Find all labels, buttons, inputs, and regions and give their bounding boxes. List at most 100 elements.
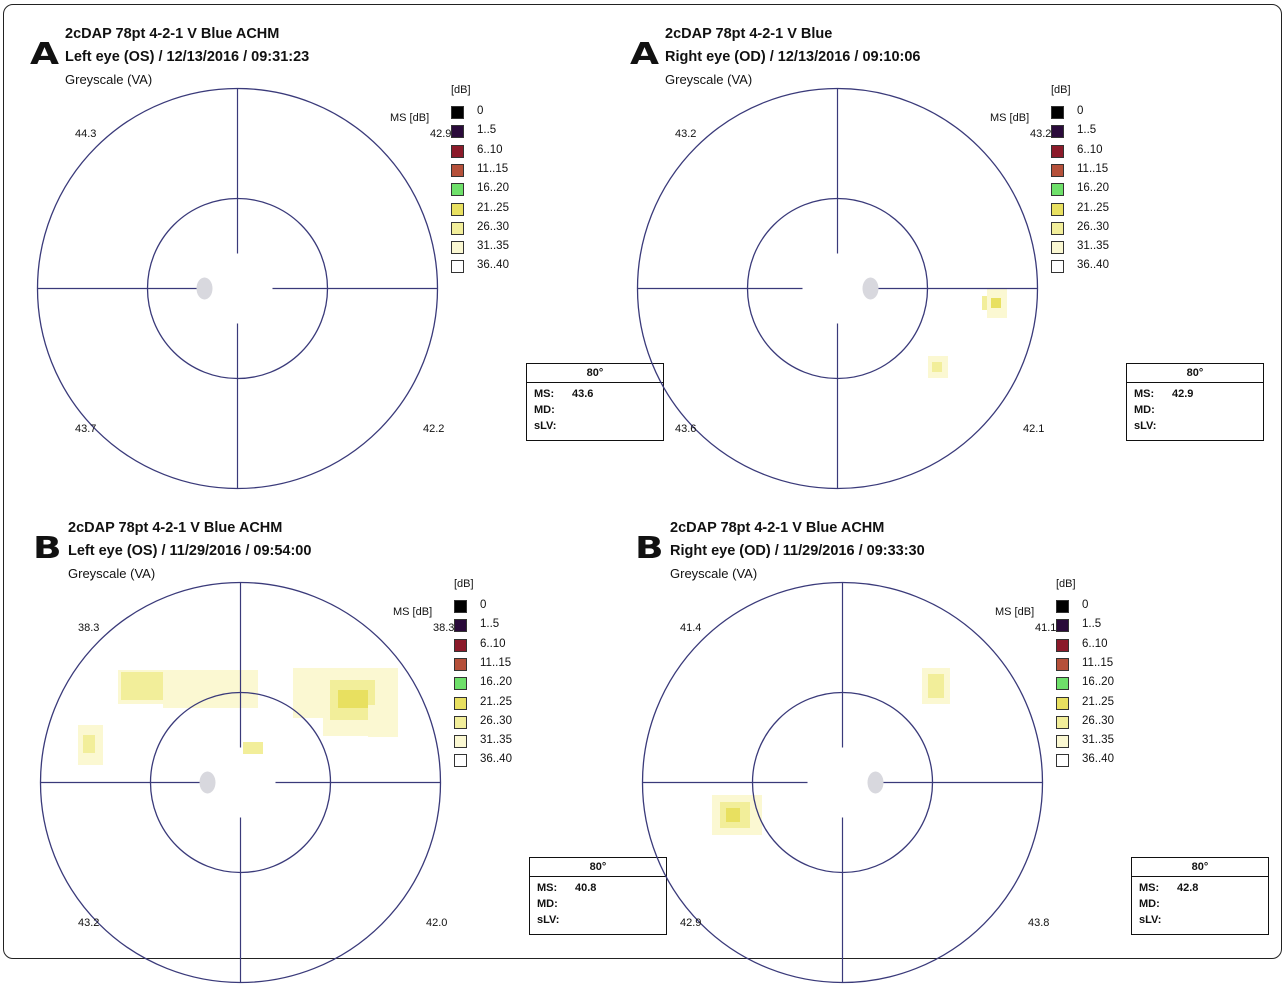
greyscale-label: Greyscale (VA) bbox=[665, 72, 753, 87]
legend-swatch bbox=[454, 754, 467, 768]
panel-b-left-eye: B 2cDAP 78pt 4-2-1 V Blue ACHM Left eye (O… bbox=[33, 514, 673, 1004]
legend-swatch bbox=[451, 144, 464, 158]
legend-label: 0 bbox=[1082, 599, 1089, 611]
legend-swatch bbox=[451, 260, 464, 274]
stat-row-ms: MS: 40.8 bbox=[537, 882, 596, 894]
stat-label-ms: MS: bbox=[1134, 388, 1155, 400]
stat-row-slv: sLV: bbox=[1139, 914, 1177, 926]
legend-label: 31..35 bbox=[477, 240, 509, 253]
legend-label: 31..35 bbox=[1077, 240, 1109, 253]
defect-patch bbox=[121, 672, 163, 700]
legend-label: 11..15 bbox=[1077, 162, 1109, 175]
legend-label: 1..5 bbox=[480, 618, 500, 631]
legend-label: 6..10 bbox=[480, 637, 506, 650]
visual-field-plot bbox=[36, 87, 439, 490]
legend-swatch bbox=[451, 202, 464, 216]
legend-label: 26..30 bbox=[477, 220, 509, 233]
legend-swatch bbox=[454, 677, 467, 691]
legend-swatch bbox=[1051, 125, 1064, 139]
legend-label: 0 bbox=[477, 105, 484, 117]
defect-patch bbox=[726, 808, 740, 822]
stat-value-ms: 42.9 bbox=[1172, 388, 1194, 400]
legend-swatch bbox=[1056, 619, 1069, 633]
quadrant-value-tr: 43.2 bbox=[1030, 128, 1052, 140]
legend-swatch bbox=[454, 715, 467, 729]
eye-date-time: Right eye (OD) / 12/13/2016 / 09:10:06 bbox=[665, 49, 921, 65]
eye-date-time: Left eye (OS) / 12/13/2016 / 09:31:23 bbox=[65, 49, 310, 65]
figure-frame bbox=[3, 4, 1282, 959]
quadrant-value-br: 42.2 bbox=[423, 423, 445, 435]
legend-swatch bbox=[451, 163, 464, 177]
panel-b-right-eye: B 2cDAP 78pt 4-2-1 V Blue ACHM Right eye (… bbox=[635, 514, 1275, 1004]
stat-label-slv: sLV: bbox=[1134, 420, 1157, 432]
legend-swatch bbox=[1056, 657, 1069, 671]
ms-db-label: MS [dB] bbox=[990, 112, 1030, 124]
stat-row-slv: sLV: bbox=[537, 914, 575, 926]
stat-label-ms: MS: bbox=[1139, 882, 1160, 894]
panel-a-left-eye: A 2cDAP 78pt 4-2-1 V Blue ACHM Left eye (O… bbox=[30, 20, 670, 510]
legend-swatch bbox=[1051, 163, 1064, 177]
quadrant-value-bl: 43.6 bbox=[675, 423, 697, 435]
legend-swatch bbox=[1056, 754, 1069, 768]
defect-regions bbox=[712, 668, 950, 835]
visual-field-plot bbox=[641, 581, 1044, 984]
legend-label: 1..5 bbox=[477, 124, 497, 137]
quadrant-value-bl: 42.9 bbox=[680, 917, 702, 929]
legend-label: 31..35 bbox=[1082, 734, 1114, 747]
stat-label-md: MD: bbox=[534, 404, 555, 416]
blind-spot bbox=[196, 277, 213, 300]
ms-db-label: MS [dB] bbox=[390, 112, 430, 124]
legend-unit: [dB] bbox=[1056, 578, 1076, 590]
legend-label: 36..40 bbox=[1077, 259, 1109, 272]
defect-patch bbox=[338, 690, 368, 708]
legend-label: 36..40 bbox=[477, 259, 509, 272]
stats-header: 80° bbox=[530, 858, 666, 877]
legend-swatch bbox=[1051, 144, 1064, 158]
stat-row-md: MD: bbox=[1134, 404, 1172, 416]
defect-patch bbox=[163, 690, 258, 708]
legend-swatch bbox=[451, 125, 464, 139]
quadrant-value-tl: 41.4 bbox=[680, 622, 702, 634]
defect-patch bbox=[83, 735, 95, 753]
quadrant-value-br: 42.0 bbox=[426, 917, 448, 929]
legend-swatch bbox=[1051, 241, 1064, 255]
test-title: 2cDAP 78pt 4-2-1 V Blue ACHM bbox=[65, 26, 280, 42]
legend-swatch bbox=[454, 696, 467, 710]
panel-letter: A bbox=[30, 37, 60, 72]
legend-label: 16..20 bbox=[1082, 676, 1114, 689]
legend-swatch bbox=[454, 735, 467, 749]
ms-db-label: MS [dB] bbox=[393, 606, 433, 618]
stat-label-ms: MS: bbox=[537, 882, 558, 894]
test-title: 2cDAP 78pt 4-2-1 V Blue bbox=[665, 26, 833, 42]
legend-label: 6..10 bbox=[477, 143, 503, 156]
quadrant-value-tr: 42.9 bbox=[430, 128, 452, 140]
stat-row-md: MD: bbox=[534, 404, 572, 416]
legend-label: 21..25 bbox=[477, 201, 509, 214]
defect-patch bbox=[991, 298, 1001, 308]
legend-label: 11..15 bbox=[1082, 656, 1114, 669]
legend-swatch bbox=[454, 619, 467, 633]
legend-swatch bbox=[1056, 677, 1069, 691]
quadrant-value-tl: 44.3 bbox=[75, 128, 97, 140]
legend-swatch bbox=[451, 106, 464, 119]
legend-label: 11..15 bbox=[480, 656, 512, 669]
legend-label: 21..25 bbox=[1077, 201, 1109, 214]
legend-swatch bbox=[454, 638, 467, 652]
quadrant-value-tr: 38.3 bbox=[433, 622, 455, 634]
stats-header: 80° bbox=[1132, 858, 1268, 877]
quadrant-value-bl: 43.7 bbox=[75, 423, 97, 435]
stats-box: 80° MS: 42.9 MD: sLV: bbox=[1126, 363, 1264, 441]
quadrant-value-br: 42.1 bbox=[1023, 423, 1045, 435]
stat-value-ms: 40.8 bbox=[575, 882, 597, 894]
legend-swatch bbox=[1051, 183, 1064, 197]
legend-label: 26..30 bbox=[1082, 714, 1114, 727]
panel-letter: B bbox=[635, 531, 664, 566]
legend-label: 21..25 bbox=[480, 695, 512, 708]
legend-swatch bbox=[1051, 260, 1064, 274]
legend-swatch bbox=[1056, 600, 1069, 613]
legend-unit: [dB] bbox=[1051, 84, 1071, 96]
quadrant-value-tr: 41.1 bbox=[1035, 622, 1057, 634]
legend-label: 16..20 bbox=[477, 182, 509, 195]
visual-field-plot bbox=[39, 581, 442, 984]
stat-label-ms: MS: bbox=[534, 388, 555, 400]
